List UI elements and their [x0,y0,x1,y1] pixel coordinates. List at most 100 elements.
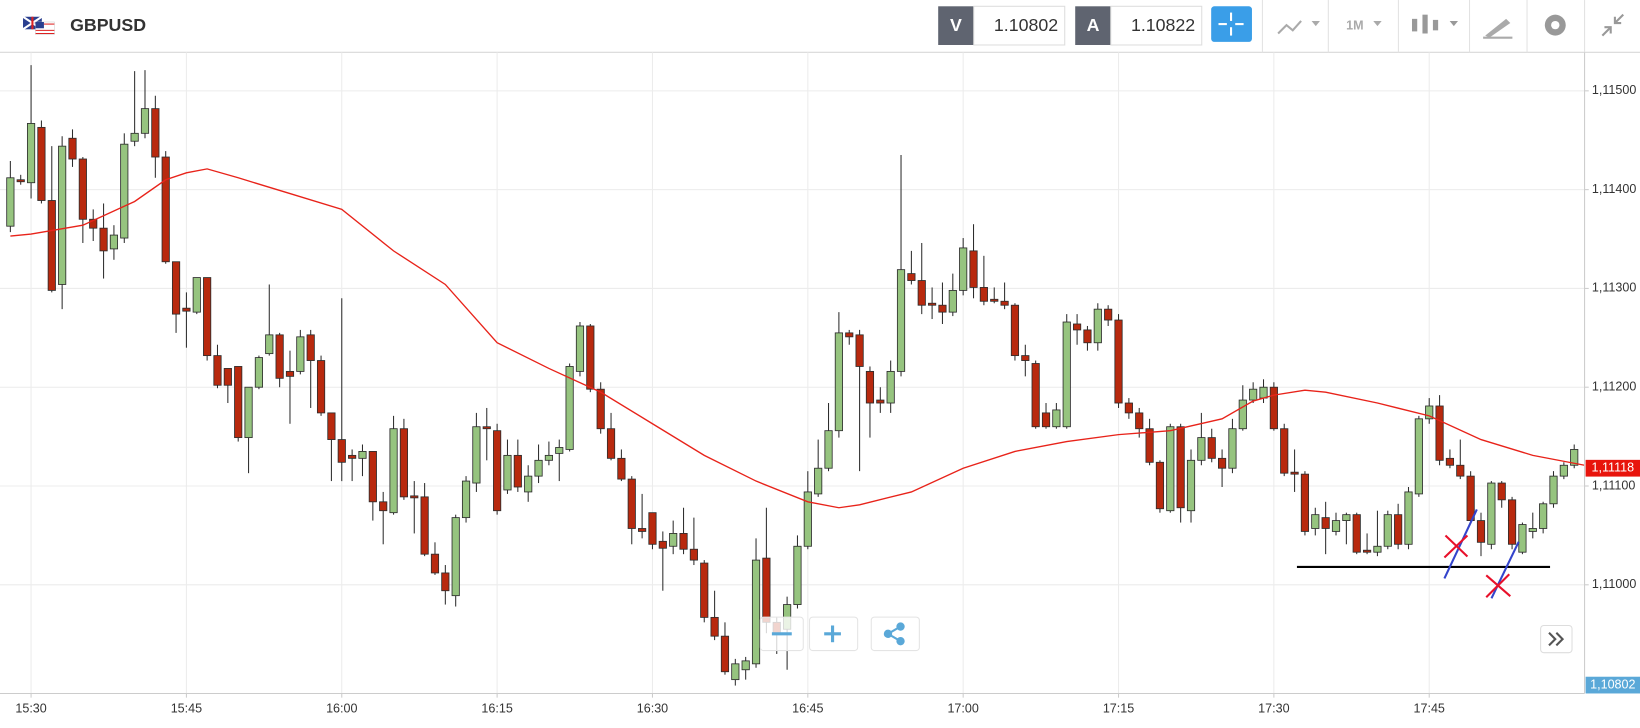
candle-body [482,426,491,430]
candle-body [969,250,978,288]
candle-body [89,218,98,229]
candle-body [140,108,150,134]
candle-body [430,553,440,574]
x-tick-label: 17:45 [1414,701,1445,715]
x-tick-label: 15:30 [15,701,46,715]
candle-body [1000,300,1009,306]
x-tick-label: 16:30 [637,701,668,715]
candle-body [358,451,367,459]
candle-body [1228,428,1237,469]
candle-body [1404,491,1413,545]
timeframe[interactable]: 1M [1346,18,1363,32]
draw-icon[interactable] [1483,18,1513,39]
candle-body [493,430,502,512]
last-price-tag [1585,459,1640,477]
candle-body [78,158,87,220]
candle-body [1331,520,1341,532]
candle-body [534,459,543,477]
toolbar: GBPUSD V 1.10802 A 1.10822 1M [0,0,1640,53]
candle-body [886,370,895,404]
candle-body [161,156,170,263]
candle-body [1487,482,1496,545]
buy-button[interactable] [1075,6,1111,45]
candle-body [669,533,678,547]
crosshair-button[interactable] [1211,6,1252,42]
buy-label[interactable]: A [1087,15,1100,35]
candle-body [1570,449,1579,466]
bid-price-tag [1585,676,1640,694]
candle-body [130,132,139,142]
candle-body [58,145,67,285]
candle-body [1414,418,1423,495]
settings-icon[interactable] [1544,14,1566,36]
candle-body [1207,437,1216,459]
candle-body [461,480,471,519]
candle-body [1021,355,1030,361]
candle-body [171,261,181,315]
candle-body [6,177,15,227]
candle-body [1466,475,1475,521]
candle-body [524,475,533,493]
x-tick-label: 16:15 [481,701,512,715]
candle-body [151,108,160,158]
x-tick-label: 17:30 [1258,701,1289,715]
buy-price[interactable]: 1.10822 [1131,15,1195,35]
candle-body [762,557,771,623]
flag-icon [22,15,55,35]
sell-button[interactable] [938,6,974,45]
timeframe-caret [1373,20,1382,27]
chart-type-icon[interactable] [1411,14,1459,34]
candle-body [1539,503,1548,529]
candle-body [296,336,305,372]
candle-body [979,287,988,302]
collapse-icon[interactable] [1601,13,1625,37]
buy-price-box[interactable] [1110,5,1203,46]
candle-body [1383,514,1392,547]
candle-body [1507,499,1517,545]
sell-label[interactable]: V [950,15,962,35]
y-tick-label: 1,11000 [1592,577,1636,591]
candle-body [389,428,398,514]
candle-body [1528,528,1537,532]
candle-body [855,334,864,367]
crosshair-icon [1218,12,1244,36]
candle-body [710,616,719,637]
candle-body [1197,437,1206,461]
candle-body [192,277,201,313]
candle-body [1249,388,1258,401]
candle-body [399,428,408,498]
candle-body [1031,363,1040,428]
candle-body [223,368,232,386]
plus-icon [824,625,841,643]
candle-body [679,533,688,550]
candle-body [1300,473,1310,532]
candle-body [700,562,709,618]
share-button[interactable] [870,616,920,652]
sell-price-box[interactable] [973,5,1066,46]
candle-body [865,370,875,404]
symbol[interactable]: GBPUSD [70,15,146,35]
candle-body [368,451,377,503]
candle-body [1425,405,1434,420]
separators [1261,0,1586,53]
candle-body [513,454,522,488]
indicator-icon[interactable] [1277,20,1320,35]
user-drawings [1296,508,1551,599]
candle-body [1394,514,1403,545]
candle-body [120,143,129,239]
candle-body [1145,428,1154,463]
candle-body [845,332,854,338]
candle-body [1445,457,1455,466]
candle-body [1083,329,1092,344]
y-tick-label: 1,11500 [1592,83,1636,97]
candle-body [648,512,657,545]
candle-body [379,501,388,512]
candle-body [1010,304,1020,357]
candle-body [1166,426,1175,512]
candle-body [1062,321,1071,428]
sell-price[interactable]: 1.10802 [994,15,1058,35]
candle-body [306,334,315,361]
candle-body [1321,517,1330,529]
last-price-label: 1,11118 [1592,461,1635,475]
candle-body [731,663,740,681]
